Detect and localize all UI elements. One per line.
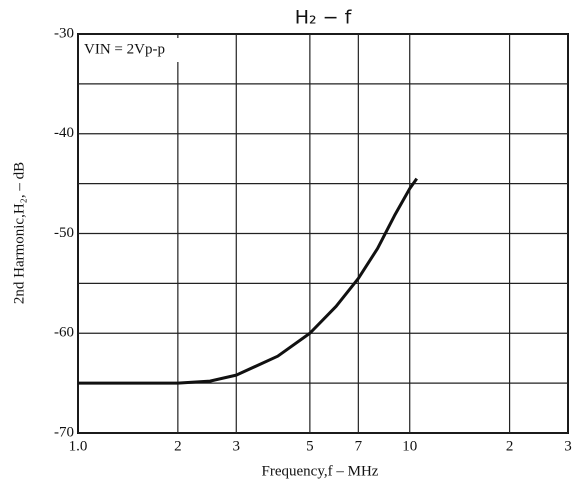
x-tick-label: 2 <box>506 438 514 454</box>
x-tick-label: 1.0 <box>69 438 88 454</box>
x-tick-label: 3 <box>564 438 572 454</box>
y-tick-label: -60 <box>54 325 74 341</box>
x-tick-label: 2 <box>174 438 182 454</box>
y-tick-label: -70 <box>54 424 74 440</box>
x-tick-label: 3 <box>233 438 241 454</box>
annotation-bg <box>80 38 230 62</box>
y-axis-label: 2nd Harmonic,H₂, – dB <box>11 162 27 304</box>
data-line <box>78 177 418 385</box>
chart-title: H₂ − f <box>295 7 353 29</box>
y-tick-label: -30 <box>54 25 74 41</box>
annotation: VIN = 2Vp-p <box>84 41 165 57</box>
x-tick-label: 7 <box>355 438 363 454</box>
x-tick-label: 10 <box>402 438 417 454</box>
y-tick-label: -40 <box>54 125 74 141</box>
x-axis-label: Frequency,f – MHz <box>262 463 379 479</box>
y-tick-label: -50 <box>54 225 74 241</box>
x-tick-label: 5 <box>306 438 314 454</box>
